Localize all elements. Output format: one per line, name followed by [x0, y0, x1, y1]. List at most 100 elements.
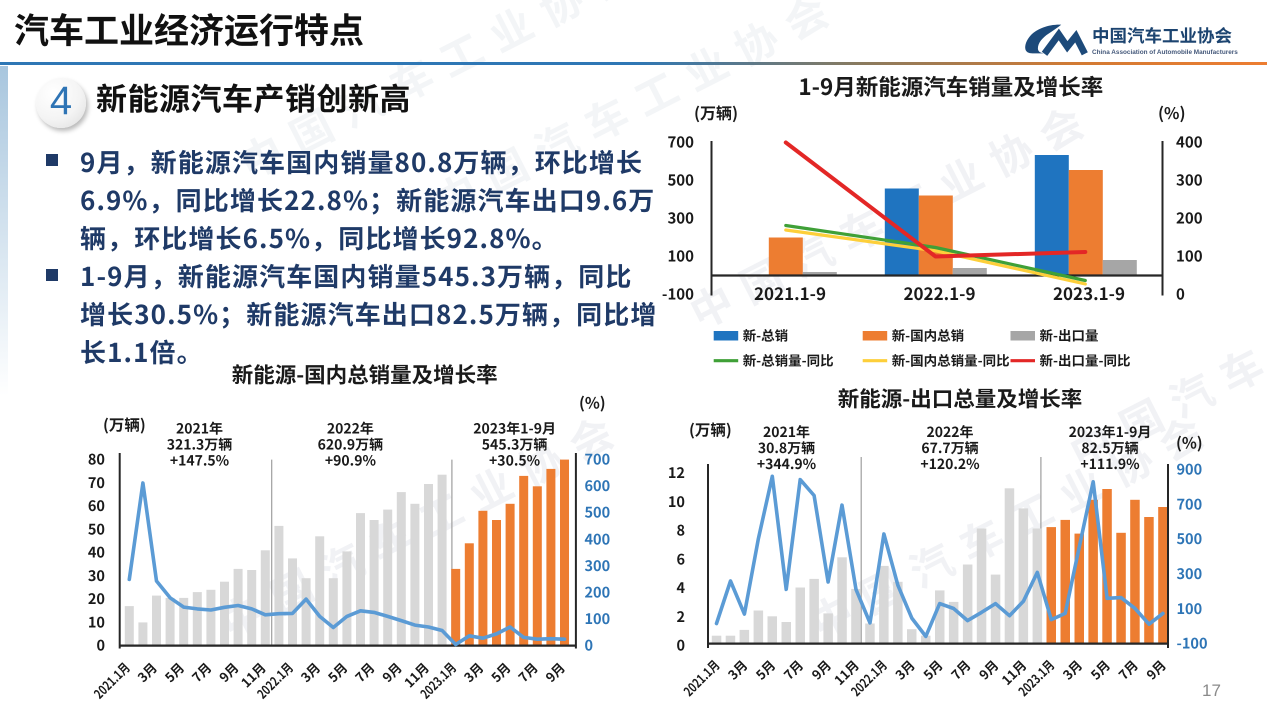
- svg-text:1-9月新能源汽车销量及增长率: 1-9月新能源汽车销量及增长率: [798, 70, 1103, 102]
- svg-text:300: 300: [585, 555, 611, 576]
- svg-text:新-国内总销: 新-国内总销: [892, 325, 965, 345]
- svg-text:(%): (%): [1158, 100, 1186, 124]
- svg-text:9月: 9月: [214, 658, 242, 686]
- svg-text:545.3万辆: 545.3万辆: [482, 435, 548, 455]
- svg-text:7月: 7月: [350, 658, 378, 686]
- svg-text:2021.1-9: 2021.1-9: [754, 280, 826, 305]
- svg-text:-100: -100: [662, 284, 694, 305]
- svg-text:5月: 5月: [160, 658, 188, 686]
- svg-text:2022年: 2022年: [327, 419, 374, 439]
- svg-text:+147.5%: +147.5%: [170, 451, 230, 471]
- svg-text:9月: 9月: [974, 655, 1002, 683]
- svg-text:3月: 3月: [133, 658, 161, 686]
- svg-text:100: 100: [1177, 598, 1203, 619]
- svg-text:82.5万辆: 82.5万辆: [1081, 438, 1138, 458]
- svg-text:10: 10: [88, 611, 105, 632]
- svg-text:(%): (%): [579, 392, 606, 414]
- svg-text:10: 10: [668, 491, 685, 512]
- svg-text:12: 12: [668, 462, 685, 483]
- svg-text:600: 600: [585, 475, 611, 496]
- svg-text:5月: 5月: [323, 658, 351, 686]
- svg-text:9月: 9月: [1142, 655, 1170, 683]
- svg-text:3月: 3月: [891, 655, 919, 683]
- svg-text:5月: 5月: [1086, 655, 1114, 683]
- svg-text:2023年1-9月: 2023年1-9月: [1069, 422, 1152, 442]
- svg-text:67.7万辆: 67.7万辆: [921, 438, 978, 458]
- svg-text:30: 30: [88, 565, 105, 586]
- svg-text:2021年: 2021年: [176, 419, 223, 439]
- svg-text:50: 50: [88, 518, 105, 539]
- svg-text:2: 2: [676, 606, 685, 627]
- svg-text:0: 0: [585, 635, 594, 656]
- svg-text:3月: 3月: [296, 658, 324, 686]
- svg-text:30.8万辆: 30.8万辆: [758, 438, 815, 458]
- svg-text:2021.1月: 2021.1月: [89, 658, 134, 703]
- svg-text:7月: 7月: [779, 655, 807, 683]
- svg-text:0: 0: [96, 635, 105, 656]
- svg-text:新能源-国内总销量及增长率: 新能源-国内总销量及增长率: [232, 359, 498, 390]
- svg-text:20: 20: [88, 588, 105, 609]
- svg-text:2023.1-9: 2023.1-9: [1053, 280, 1125, 305]
- svg-text:新能源-出口总量及增长率: 新能源-出口总量及增长率: [838, 383, 1082, 414]
- svg-text:7月: 7月: [187, 658, 215, 686]
- svg-text:+120.2%: +120.2%: [920, 454, 980, 474]
- svg-text:7月: 7月: [946, 655, 974, 683]
- svg-text:-100: -100: [1177, 633, 1208, 654]
- svg-text:70: 70: [88, 472, 105, 493]
- svg-text:100: 100: [667, 246, 694, 267]
- svg-text:60: 60: [88, 495, 105, 516]
- svg-text:5月: 5月: [751, 655, 779, 683]
- svg-text:新-出口量: 新-出口量: [1040, 325, 1099, 345]
- svg-text:新-出口量-同比: 新-出口量-同比: [1040, 350, 1131, 370]
- svg-text:2021年: 2021年: [763, 422, 810, 442]
- svg-text:2022年: 2022年: [926, 422, 973, 442]
- svg-text:200: 200: [1176, 208, 1203, 229]
- svg-text:321.3万辆: 321.3万辆: [167, 435, 233, 455]
- svg-text:5月: 5月: [918, 655, 946, 683]
- svg-text:+344.9%: +344.9%: [757, 454, 817, 474]
- svg-text:400: 400: [1176, 132, 1203, 153]
- svg-text:新-国内总销量-同比: 新-国内总销量-同比: [892, 350, 1010, 370]
- svg-text:700: 700: [667, 132, 694, 153]
- svg-text:(万辆): (万辆): [103, 414, 146, 436]
- svg-text:80: 80: [88, 449, 105, 470]
- svg-text:900: 900: [1177, 459, 1203, 480]
- svg-text:3月: 3月: [459, 658, 487, 686]
- svg-text:(万辆): (万辆): [689, 419, 732, 441]
- svg-text:9月: 9月: [807, 655, 835, 683]
- svg-text:500: 500: [585, 502, 611, 523]
- svg-text:+90.9%: +90.9%: [325, 451, 377, 471]
- svg-text:4: 4: [676, 577, 685, 598]
- svg-text:9月: 9月: [541, 658, 569, 686]
- svg-text:+111.9%: +111.9%: [1080, 454, 1140, 474]
- svg-text:300: 300: [1176, 170, 1203, 191]
- svg-text:+30.5%: +30.5%: [489, 451, 541, 471]
- svg-text:2023年1-9月: 2023年1-9月: [473, 419, 556, 439]
- svg-text:5月: 5月: [486, 658, 514, 686]
- svg-text:500: 500: [667, 170, 694, 191]
- svg-text:700: 700: [1177, 493, 1203, 514]
- svg-text:0: 0: [1176, 284, 1185, 305]
- svg-text:620.9万辆: 620.9万辆: [318, 435, 384, 455]
- svg-text:(万辆): (万辆): [694, 100, 738, 124]
- svg-text:200: 200: [585, 582, 611, 603]
- svg-text:100: 100: [585, 608, 611, 629]
- svg-text:6: 6: [676, 548, 685, 569]
- svg-text:7月: 7月: [514, 658, 542, 686]
- svg-text:0: 0: [676, 635, 685, 656]
- svg-text:2022.1-9: 2022.1-9: [904, 280, 976, 305]
- svg-text:300: 300: [667, 208, 694, 229]
- svg-text:9月: 9月: [378, 658, 406, 686]
- svg-text:新-总销量-同比: 新-总销量-同比: [743, 350, 834, 370]
- svg-text:100: 100: [1176, 246, 1203, 267]
- svg-text:3月: 3月: [723, 655, 751, 683]
- svg-text:(%): (%): [1176, 432, 1203, 454]
- svg-text:300: 300: [1177, 563, 1203, 584]
- svg-text:7月: 7月: [1114, 655, 1142, 683]
- svg-text:3月: 3月: [1058, 655, 1086, 683]
- svg-text:400: 400: [585, 528, 611, 549]
- svg-text:500: 500: [1177, 528, 1203, 549]
- svg-text:700: 700: [585, 449, 611, 470]
- svg-text:8: 8: [676, 520, 685, 541]
- svg-text:40: 40: [88, 542, 105, 563]
